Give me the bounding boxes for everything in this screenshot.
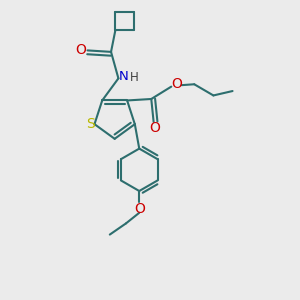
Text: O: O (76, 43, 86, 57)
Text: H: H (130, 71, 138, 84)
Text: O: O (172, 77, 183, 91)
Text: S: S (86, 117, 94, 130)
Text: O: O (134, 202, 145, 216)
Text: N: N (119, 70, 129, 83)
Text: O: O (150, 122, 160, 135)
